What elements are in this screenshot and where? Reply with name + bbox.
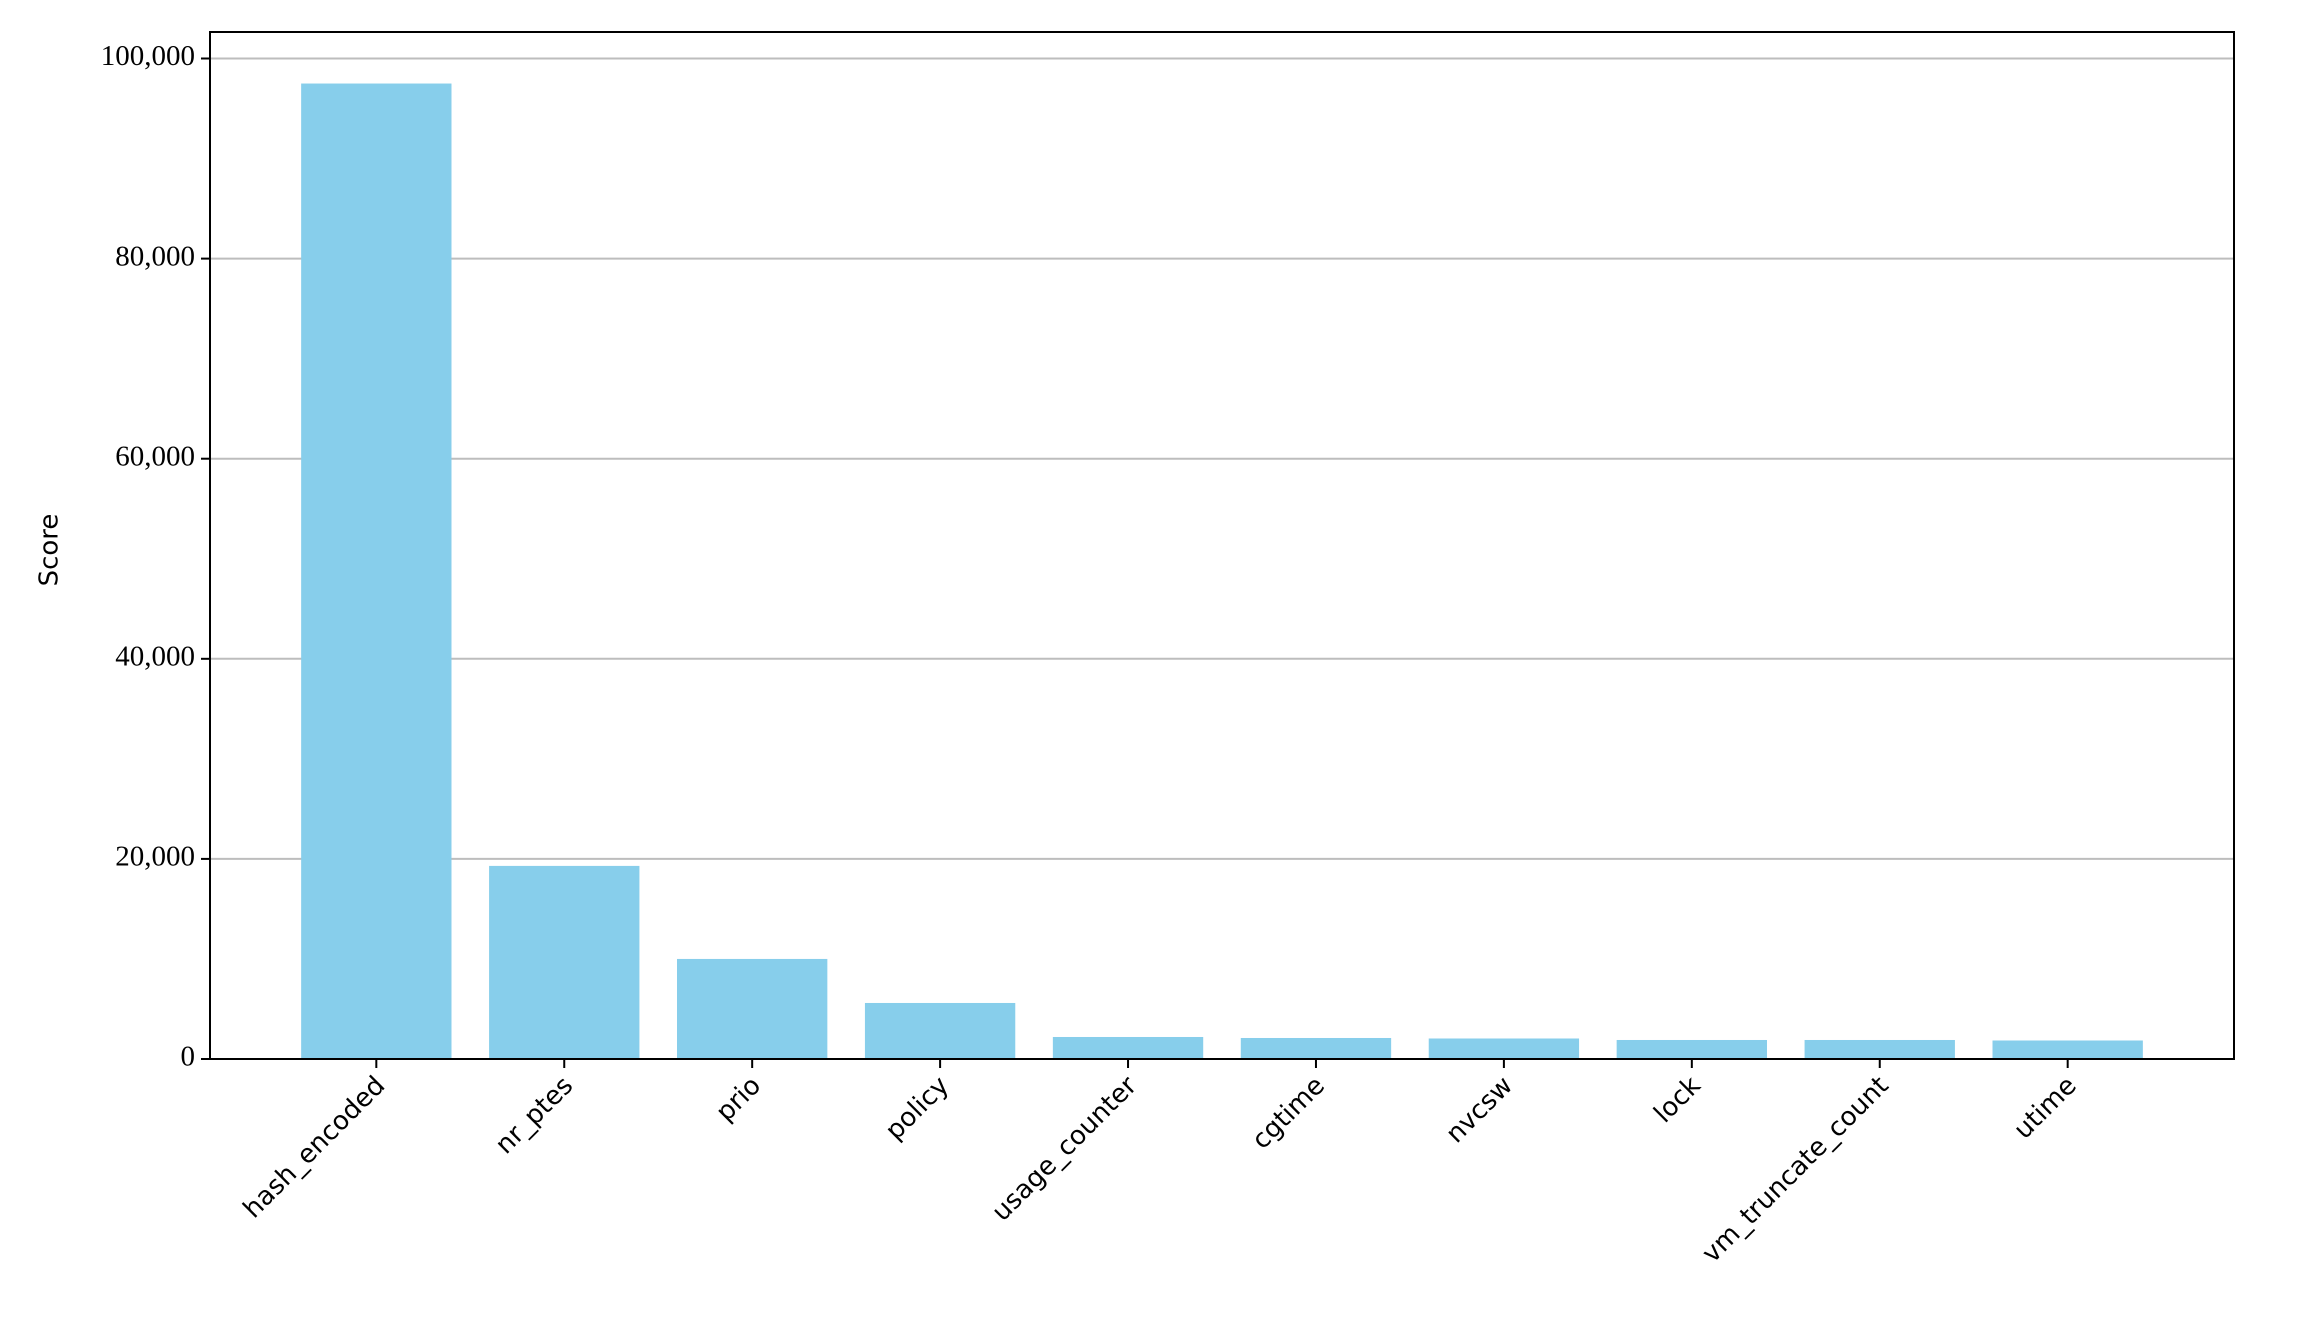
- y-tick-label: 60,000: [115, 440, 195, 472]
- bar: [301, 83, 452, 1059]
- x-tick-label: nvcsw: [1440, 1071, 1518, 1149]
- bar: [1428, 1038, 1580, 1059]
- y-tick-label: 40,000: [115, 640, 195, 672]
- bar: [1992, 1040, 2143, 1059]
- y-tick-label: 20,000: [115, 841, 195, 873]
- bar: [1240, 1037, 1392, 1059]
- x-tick-label: cgtime: [1246, 1071, 1331, 1156]
- y-tick-label: 100,000: [101, 40, 195, 72]
- bar: [489, 865, 640, 1059]
- x-tick-label: vm_truncate_count: [1696, 1071, 1894, 1269]
- x-tick-label: utime: [2008, 1071, 2082, 1145]
- x-tick-label: hash_encoded: [238, 1071, 392, 1225]
- x-tick-label: policy: [880, 1071, 955, 1146]
- x-tick-label: lock: [1648, 1071, 1706, 1129]
- bar: [864, 1002, 1016, 1059]
- plot-frame: [209, 31, 2235, 1060]
- x-tick-label: usage_counter: [986, 1071, 1143, 1228]
- x-tick-label: prio: [710, 1071, 767, 1128]
- bar: [1616, 1039, 1767, 1059]
- y-axis-label: Score: [35, 514, 65, 587]
- x-tick-label: nr_ptes: [490, 1071, 579, 1160]
- bar: [1052, 1036, 1204, 1059]
- bar: [1804, 1039, 1955, 1059]
- y-tick-label: 80,000: [115, 240, 195, 272]
- y-tick-label: 0: [181, 1041, 196, 1073]
- bar: [677, 958, 828, 1059]
